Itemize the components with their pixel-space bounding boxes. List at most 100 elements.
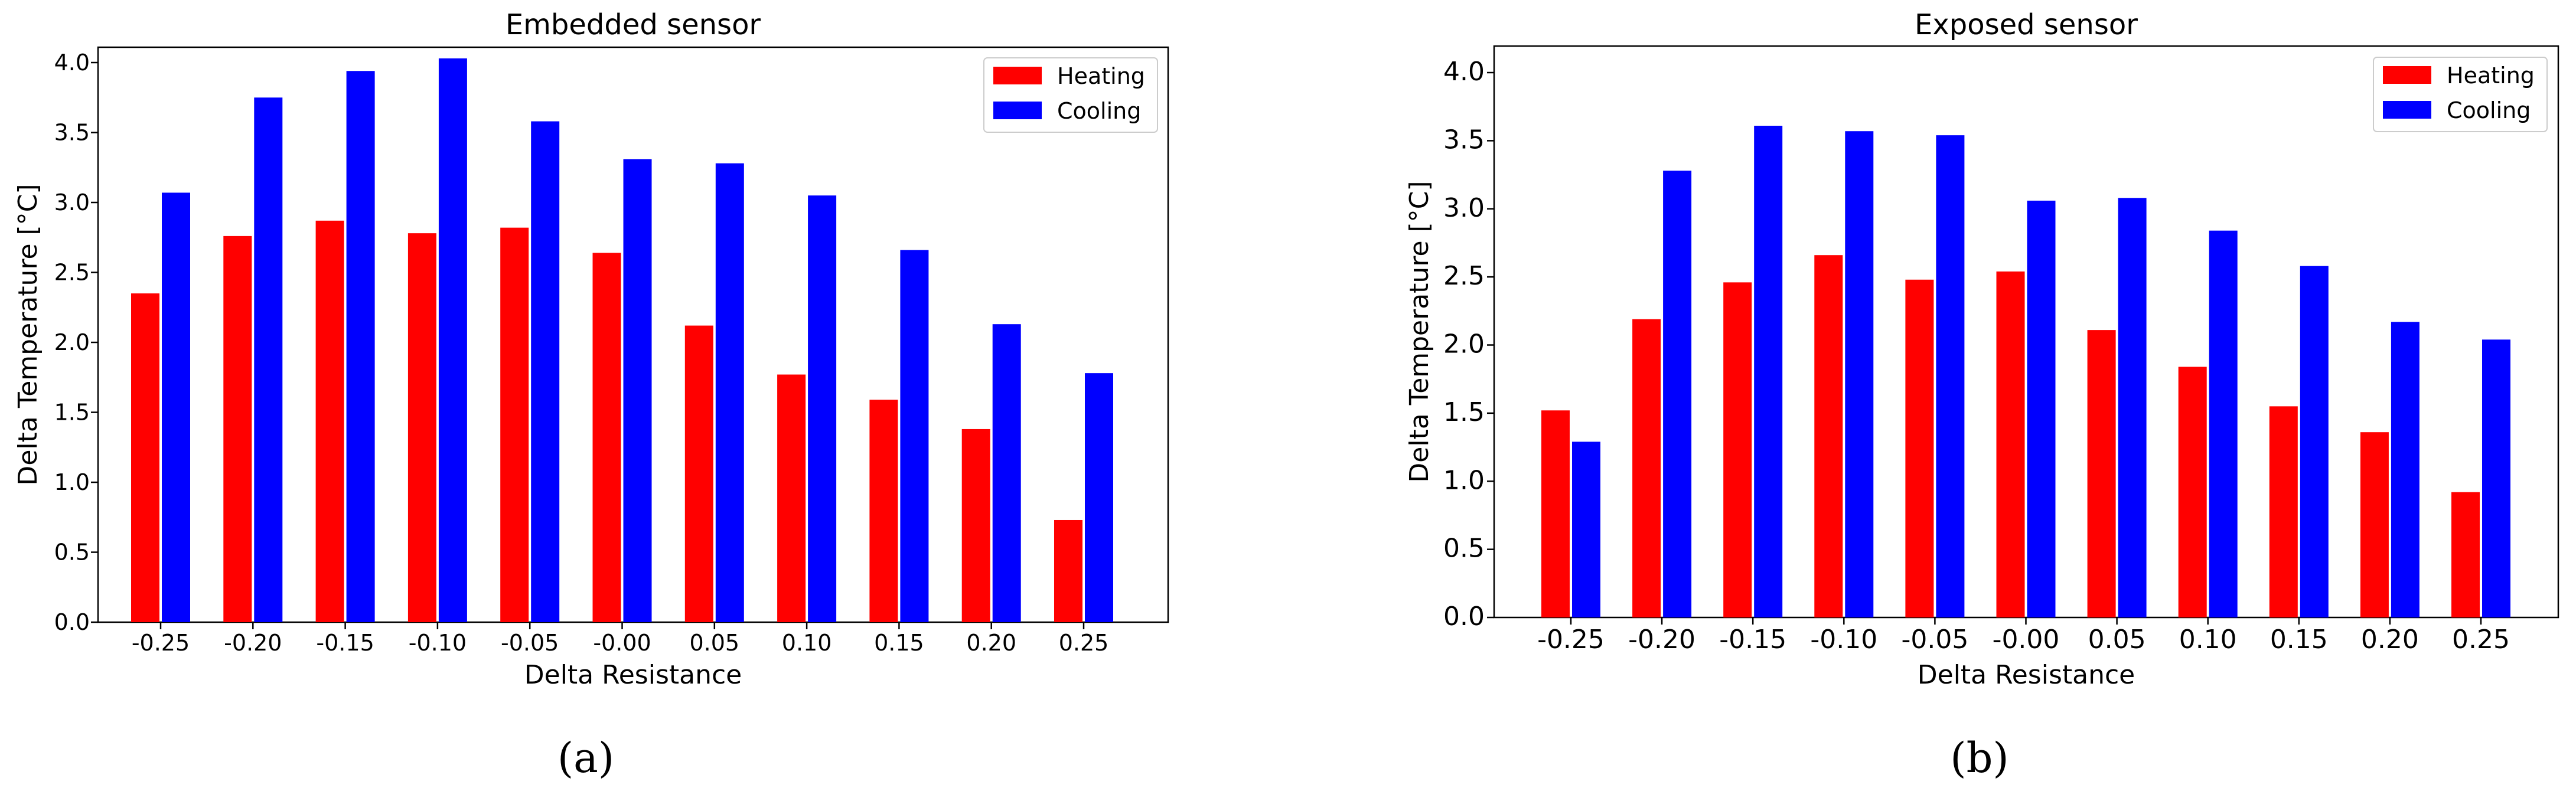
y-tick-label: 4.0 — [54, 50, 90, 76]
y-tick-label: 2.5 — [54, 260, 90, 286]
x-tick-label: 0.25 — [2452, 625, 2510, 655]
chart-title: Embedded sensor — [506, 8, 761, 41]
bar-cooling — [900, 250, 929, 623]
y-tick-label: 3.0 — [54, 189, 90, 215]
x-tick-label: 0.05 — [2088, 625, 2146, 655]
x-tick-label: 0.10 — [2179, 625, 2237, 655]
x-tick-label: 0.20 — [2361, 625, 2419, 655]
y-tick-label: 1.0 — [1443, 465, 1485, 495]
x-tick-label: -0.20 — [1628, 625, 1695, 655]
bar-cooling — [1936, 135, 1965, 617]
y-tick-label: 2.5 — [1443, 261, 1485, 291]
bar-cooling — [1663, 171, 1692, 617]
bar-heating — [500, 227, 529, 622]
bar-cooling — [2391, 322, 2420, 617]
bar-cooling — [254, 97, 283, 622]
x-tick-label: 0.25 — [1059, 630, 1109, 656]
y-axis-label: Delta Temperature [°C] — [13, 184, 43, 485]
x-tick-label: 0.15 — [874, 630, 924, 656]
y-tick-label: 4.0 — [1443, 57, 1485, 87]
bar-cooling — [2118, 198, 2147, 617]
chart-exposed: Exposed sensor Delta Resistance Delta Te… — [1404, 8, 2559, 782]
bar-heating — [223, 236, 252, 622]
x-tick-label: -0.05 — [1901, 625, 1968, 655]
x-tick-label: -0.15 — [316, 630, 374, 656]
bar-cooling — [1085, 373, 1113, 622]
bar-cooling — [438, 58, 467, 622]
x-tick-label: 0.15 — [2270, 625, 2328, 655]
y-tick-label: 0.0 — [1443, 602, 1485, 632]
y-tick-label: 2.0 — [54, 329, 90, 355]
bar-heating — [1905, 279, 1934, 617]
bar-heating — [1814, 255, 1843, 618]
y-tick-label: 3.0 — [1443, 193, 1485, 223]
y-tick-label: 0.0 — [54, 609, 90, 635]
bar-cooling — [1754, 125, 1783, 617]
bar-heating — [592, 253, 621, 622]
bar-heating — [1632, 319, 1661, 617]
chart-marks: 0.0 0.5 1.0 1.5 2.0 2.5 3.0 3.5 4.0 -0.25 -0.20 -0.… — [1443, 57, 2510, 655]
bar-heating — [684, 325, 713, 622]
legend-swatch-cooling — [993, 102, 1042, 119]
bar-heating — [2087, 330, 2116, 617]
bar-cooling — [531, 121, 560, 623]
bar-heating — [2269, 406, 2298, 617]
bar-heating — [1541, 410, 1570, 617]
x-tick-label: -0.00 — [1993, 625, 2060, 655]
bar-cooling — [715, 163, 744, 622]
legend: Heating Cooling — [2373, 57, 2548, 132]
x-tick-label: -0.15 — [1719, 625, 1786, 655]
y-tick-label: 1.5 — [54, 400, 90, 426]
bar-cooling — [623, 159, 652, 622]
bar-cooling — [346, 71, 375, 623]
x-tick-label: 0.10 — [782, 630, 832, 656]
bar-cooling — [2027, 200, 2056, 617]
bar-heating — [315, 220, 344, 622]
legend-label-heating: Heating — [1057, 63, 1145, 89]
bar-heating — [2178, 367, 2207, 617]
bar-heating — [777, 374, 806, 622]
bar-heating — [961, 429, 990, 622]
bar-heating — [1054, 519, 1082, 622]
bar-heating — [131, 293, 159, 622]
y-tick-label: 2.0 — [1443, 329, 1485, 359]
legend-label-heating: Heating — [2447, 63, 2535, 89]
y-tick-label: 0.5 — [54, 540, 90, 566]
bar-heating — [2451, 492, 2480, 617]
legend-swatch-heating — [993, 67, 1042, 84]
bar-cooling — [808, 195, 837, 622]
x-tick-label: 0.05 — [689, 630, 739, 656]
bar-cooling — [2209, 230, 2238, 617]
x-tick-label: -0.20 — [224, 630, 282, 656]
y-tick-label: 3.5 — [1443, 125, 1485, 155]
caption: (b) — [1950, 734, 2008, 782]
bar-heating — [2360, 432, 2389, 617]
bar-cooling — [162, 192, 190, 622]
chart-marks: 0.0 0.5 1.0 1.5 2.0 2.5 3.0 3.5 4.0 -0.25 -0.20 -0.… — [54, 50, 1113, 656]
y-tick-label: 0.5 — [1443, 534, 1485, 564]
x-tick-label: -0.00 — [593, 630, 651, 656]
legend: Heating Cooling — [983, 57, 1158, 133]
bar-heating — [1996, 271, 2025, 617]
bar-heating — [1723, 282, 1752, 618]
y-tick-label: 1.5 — [1443, 397, 1485, 427]
y-tick-label: 3.5 — [54, 120, 90, 146]
x-tick-label: -0.25 — [1537, 625, 1605, 655]
x-tick-label: -0.05 — [501, 630, 559, 656]
chart-title: Exposed sensor — [1915, 8, 2138, 41]
bar-cooling — [992, 324, 1021, 622]
chart-embedded: Embedded sensor Delta Resistance Delta T… — [13, 8, 1169, 782]
x-tick-label: -0.10 — [409, 630, 467, 656]
x-tick-label: -0.10 — [1810, 625, 1877, 655]
x-tick-label: -0.25 — [132, 630, 190, 656]
y-axis-label: Delta Temperature [°C] — [1404, 181, 1434, 482]
legend-swatch-heating — [2383, 66, 2431, 84]
y-tick-label: 1.0 — [54, 469, 90, 495]
x-tick-label: 0.20 — [966, 630, 1016, 656]
bar-cooling — [2482, 339, 2510, 617]
legend-swatch-cooling — [2383, 101, 2431, 119]
bar-heating — [407, 233, 436, 622]
x-axis-label: Delta Resistance — [1918, 660, 2135, 690]
legend-label-cooling: Cooling — [1057, 98, 1141, 124]
